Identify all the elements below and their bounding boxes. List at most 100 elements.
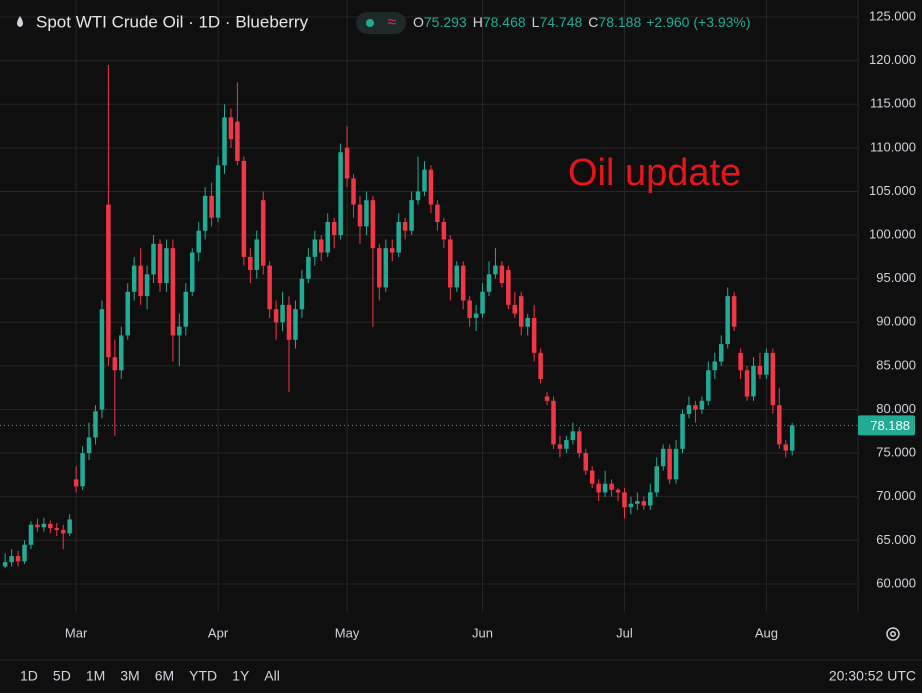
- y-tick-label: 115.000: [870, 96, 916, 111]
- range-button[interactable]: 3M: [120, 668, 139, 684]
- settings-core: [890, 631, 896, 637]
- candle-body: [396, 221, 401, 253]
- candle-body: [202, 195, 208, 231]
- range-button[interactable]: 6M: [155, 668, 174, 684]
- candle-body: [112, 357, 118, 371]
- candle-body: [15, 556, 21, 562]
- candle-body: [654, 466, 659, 493]
- candle-body: [564, 440, 569, 449]
- candle-body: [783, 444, 789, 451]
- candle-body: [589, 470, 595, 484]
- range-button[interactable]: 1M: [86, 668, 105, 684]
- candle-body: [325, 221, 330, 253]
- x-tick-label: Apr: [208, 625, 229, 640]
- candle-body: [635, 501, 640, 504]
- candle-body: [506, 269, 511, 305]
- candle-body: [764, 352, 769, 375]
- candle-body: [454, 265, 459, 288]
- candle-body: [641, 501, 647, 506]
- candle-body: [164, 248, 169, 284]
- candle-body: [441, 221, 447, 240]
- candle-body: [48, 523, 53, 529]
- candle-body: [286, 304, 292, 340]
- x-tick-label: May: [335, 625, 360, 640]
- y-tick-label: 60.000: [876, 575, 916, 590]
- candle-body: [712, 361, 718, 371]
- last-price-tag: [858, 415, 915, 436]
- y-tick-label: 70.000: [876, 488, 916, 503]
- y-tick-label: 80.000: [876, 401, 916, 416]
- legend-value: 74.748: [539, 14, 582, 30]
- legend-change: +2.960 (+3.93%): [646, 14, 750, 30]
- candle-body: [170, 248, 176, 336]
- candle-body: [531, 317, 537, 353]
- candle-body: [28, 524, 34, 545]
- candle-body: [267, 265, 272, 310]
- candle-body: [467, 300, 472, 318]
- candle-body: [744, 370, 750, 397]
- candle-body: [351, 178, 356, 205]
- candle-body: [338, 152, 343, 236]
- candle-body: [312, 239, 318, 257]
- candle-body: [319, 239, 324, 253]
- candle-body: [718, 344, 724, 362]
- range-button[interactable]: 1D: [20, 668, 38, 684]
- candle-body: [525, 317, 530, 327]
- settings-icon[interactable]: [886, 627, 900, 641]
- candle-body: [777, 405, 782, 445]
- range-button[interactable]: 1Y: [232, 668, 250, 684]
- legend-letter: H: [473, 14, 483, 30]
- x-tick-label: Aug: [755, 625, 778, 640]
- candle-body: [499, 265, 505, 284]
- candle-body: [789, 425, 795, 451]
- chart-title: Spot WTI Crude Oil · 1D · Blueberry: [36, 12, 309, 31]
- candle-body: [260, 200, 266, 266]
- range-button[interactable]: 5D: [53, 668, 71, 684]
- annotation: Oil update: [568, 152, 741, 194]
- legend-value: 78.468: [483, 14, 526, 30]
- range-button[interactable]: YTD: [189, 668, 217, 684]
- y-tick-label: 65.000: [876, 532, 916, 547]
- candle-body: [86, 437, 92, 454]
- x-tick-label: Jul: [616, 625, 633, 640]
- range-button[interactable]: All: [264, 668, 280, 684]
- candle-body: [415, 191, 421, 201]
- y-tick-label: 105.000: [869, 183, 916, 198]
- symbol-icon: [17, 16, 23, 27]
- candle-body: [248, 256, 253, 270]
- candle-body: [383, 248, 389, 288]
- candle-body: [609, 483, 614, 490]
- candle-body: [389, 248, 395, 253]
- candle-body: [673, 448, 679, 480]
- candle-body: [693, 405, 698, 410]
- candle-body: [106, 204, 111, 358]
- candle-body: [409, 200, 414, 231]
- candle-body: [73, 479, 79, 487]
- candle-body: [60, 529, 66, 534]
- candle-body: [131, 265, 137, 292]
- ohlc-legend: O75.293 H78.468 L74.748 C78.188 +2.960 (+3.9…: [413, 14, 751, 30]
- candle-body: [177, 326, 182, 336]
- candle-body: [402, 221, 408, 231]
- candle-body: [209, 195, 214, 218]
- candle-body: [138, 265, 143, 297]
- candle-body: [480, 291, 485, 314]
- candle-body: [725, 296, 730, 345]
- status-pill[interactable]: [356, 12, 406, 34]
- candle-body: [119, 335, 124, 371]
- candle-body: [80, 453, 85, 487]
- candle-body: [428, 169, 434, 205]
- candle-body: [364, 200, 369, 227]
- x-tick-label: Mar: [65, 625, 88, 640]
- candle-body: [751, 365, 756, 397]
- candle-body: [699, 400, 705, 410]
- candle-body: [557, 444, 563, 449]
- candle-body: [241, 160, 247, 257]
- candle-body: [41, 523, 47, 528]
- candle-body: [596, 483, 601, 493]
- candle-body: [538, 352, 543, 380]
- candle-body: [731, 296, 737, 327]
- candle-body: [544, 396, 550, 401]
- candle-body: [254, 239, 260, 270]
